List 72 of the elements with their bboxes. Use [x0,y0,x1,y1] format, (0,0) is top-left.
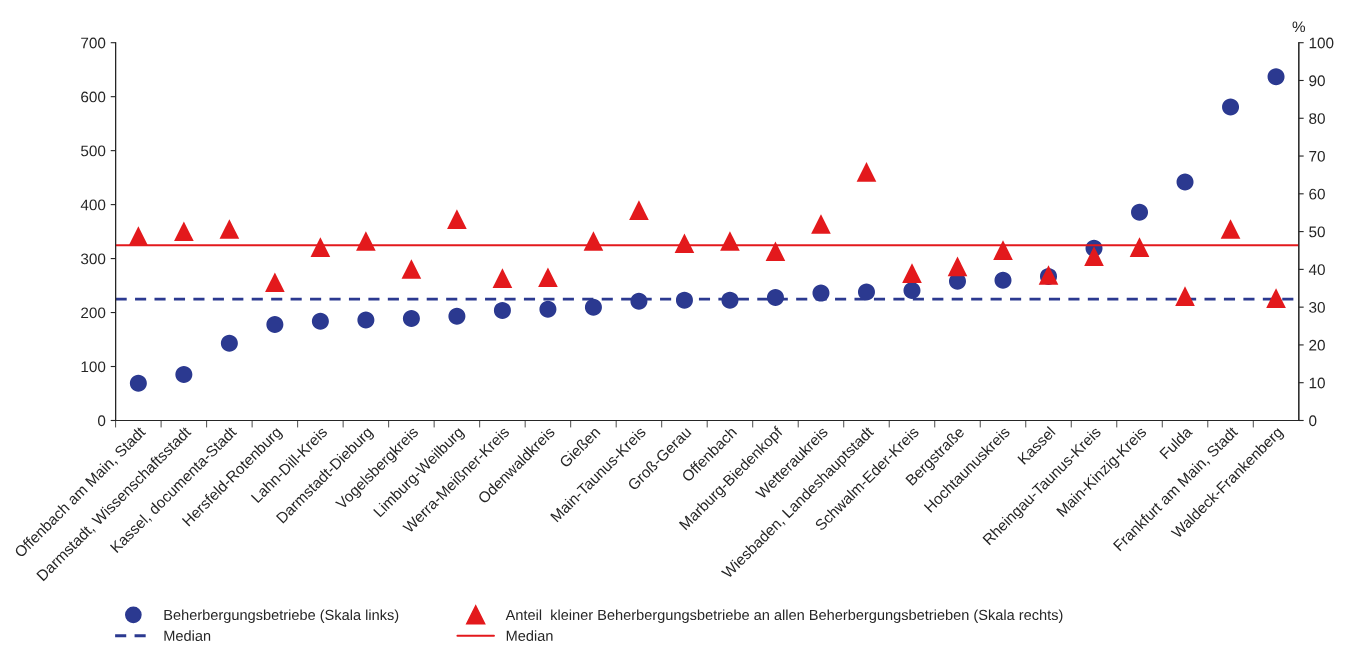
point [857,283,875,301]
point [675,291,693,309]
point [493,301,511,319]
point [674,233,695,254]
point [492,268,513,288]
y-tick-label: 700 [81,37,106,49]
y2-tick-label: 100 [1309,37,1334,49]
point [630,292,648,310]
point [811,214,831,234]
y2-tick-label: 40 [1308,264,1325,276]
point [1266,288,1286,308]
legend-label: Anteil kleiner Beherbergungsbetriebe an allen Beherbergungsbetrieben (Skala rechts) [505,609,1063,623]
point [994,271,1012,289]
point [1222,98,1240,116]
point [812,284,830,302]
point [629,200,649,220]
y-tick-label: 300 [80,253,106,265]
point [903,281,921,299]
point [1175,286,1195,307]
point [402,309,420,327]
legend-label: Median [506,630,553,641]
y-tick-label: 0 [97,415,106,427]
point [401,259,422,279]
point [765,241,786,262]
point [219,219,240,239]
point [266,315,284,333]
point [1176,173,1194,191]
point [448,307,466,325]
y2-tick-label: 50 [1309,226,1325,238]
y2-axis-title: % [1292,21,1306,33]
point [356,231,376,251]
point [583,231,604,251]
y2-tick-label: 30 [1309,302,1325,313]
point [993,240,1013,260]
point [856,162,877,182]
point [447,209,467,229]
y2-tick-label: 80 [1309,113,1325,124]
point [310,237,331,257]
y-tick-label: 600 [81,91,106,103]
y-tick-label: 400 [80,199,106,211]
point [584,298,602,316]
y2-tick-label: 90 [1309,75,1325,87]
point [129,374,147,392]
point [1267,68,1285,86]
legend-label: Beherbergungsbetriebe (Skala links) [164,609,399,623]
point [720,231,740,251]
point [1129,237,1150,257]
point [357,311,375,329]
y2-tick-label: 60 [1309,188,1325,200]
point [947,256,968,277]
y2-tick-label: 20 [1309,339,1325,351]
legend-label: Median [164,630,211,641]
y2-tick-label: 0 [1309,415,1317,427]
point [1084,246,1104,266]
point [902,263,922,283]
point [538,267,558,288]
point [1220,219,1241,239]
point [721,291,739,309]
y-tick-label: 200 [81,307,106,319]
y2-tick-label: 70 [1309,150,1325,162]
point [766,288,784,306]
point [1131,203,1149,221]
point [175,366,193,384]
point [265,272,285,293]
point [311,312,329,330]
point [128,226,149,246]
point [174,221,194,242]
y-tick-label: 500 [81,145,106,157]
point [539,300,557,318]
y2-tick-label: 10 [1309,377,1325,389]
point [220,334,238,352]
y-tick-label: 100 [81,361,106,373]
